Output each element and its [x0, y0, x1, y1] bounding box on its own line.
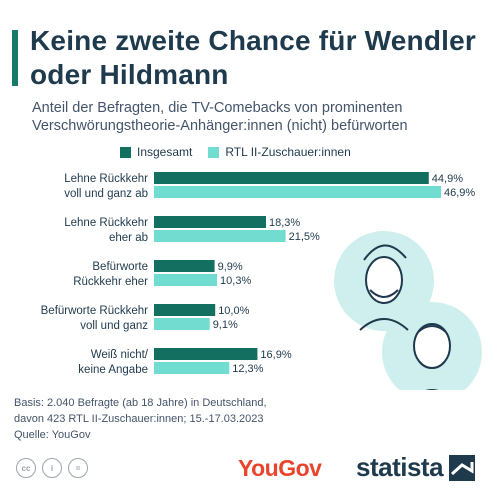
category-label: Weiß nicht/ [91, 349, 149, 361]
data-label: 10,0% [218, 305, 249, 317]
portrait-illustration [334, 231, 482, 390]
cc-icon: cc [16, 458, 36, 478]
legend-label-1: Insgesamt [137, 145, 193, 159]
category-label: Befürworte Rückkehr [41, 305, 149, 317]
bars-group: Lehne Rückkehr voll und ganz ab 44,9% 46,9%… [41, 172, 475, 376]
data-label: 44,9% [432, 173, 463, 185]
data-label: 10,3% [220, 275, 251, 287]
chart-title: Keine zweite Chance für Wendler oder Hil… [30, 25, 477, 90]
yougov-logo: YouGov [238, 455, 322, 481]
bar-chart: Lehne Rückkehr voll und ganz ab 44,9% 46,9%… [41, 172, 482, 390]
data-label: 46,9% [444, 187, 475, 199]
category-label: Lehne Rückkehr [64, 217, 148, 229]
data-label: 18,3% [269, 217, 300, 229]
data-label: 9,1% [213, 319, 238, 331]
bar-series-1 [154, 348, 258, 360]
legend: Insgesamt RTL II-Zuschauer:innen [120, 145, 367, 159]
data-label: 12,3% [232, 363, 263, 375]
footer: Basis: 2.040 Befragte (ab 18 Jahre) in D… [14, 395, 344, 443]
source-line: Quelle: YouGov [14, 429, 91, 441]
category-label: voll und ganz ab [64, 188, 148, 200]
basis-line-2: davon 423 RTL II-Zuschauer:innen; 15.-17… [14, 413, 264, 425]
basis-line-1: Basis: 2.040 Befragte (ab 18 Jahre) in D… [14, 397, 267, 409]
bar-series-1 [154, 172, 429, 184]
legend-label-2: RTL II-Zuschauer:innen [225, 145, 351, 159]
legend-item-1: Insgesamt [120, 145, 192, 159]
bar-series-1 [154, 216, 266, 228]
data-label: 9,9% [218, 261, 243, 273]
category-label: keine Angabe [78, 364, 148, 376]
by-icon: i [42, 458, 62, 478]
bar-series-1 [154, 304, 216, 316]
category-label: Lehne Rückkehr [64, 173, 148, 185]
category-label: voll und ganz [80, 320, 148, 332]
legend-item-2: RTL II-Zuschauer:innen [208, 145, 351, 159]
legend-swatch-2 [208, 146, 220, 158]
bar-series-2 [154, 230, 286, 242]
bar-series-2 [154, 362, 230, 374]
data-label: 21,5% [289, 231, 320, 243]
title-accent-bar [12, 30, 18, 86]
data-label: 16,9% [260, 349, 291, 361]
category-label: eher ab [109, 232, 148, 244]
bar-series-2 [154, 318, 210, 330]
bar-series-2 [154, 186, 442, 198]
statista-logo: statista [356, 452, 476, 483]
chart-subtitle: Anteil der Befragten, die TV-Comebacks v… [32, 100, 408, 134]
bar-series-1 [154, 260, 215, 272]
statista-wordmark: statista [356, 452, 444, 482]
nd-icon: = [68, 458, 88, 478]
bar-series-2 [154, 274, 218, 286]
statista-mark-icon [449, 454, 476, 481]
category-label: Rückkehr eher [73, 276, 148, 288]
category-label: Befürworte [92, 261, 148, 273]
legend-swatch-1 [120, 146, 131, 158]
license-icons: cc i = [16, 458, 94, 478]
